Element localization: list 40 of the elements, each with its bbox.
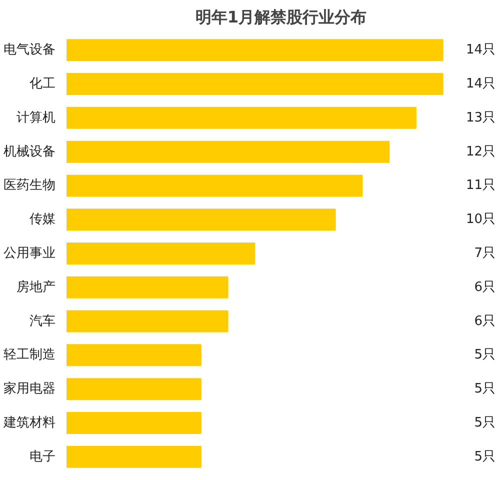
y-tick-label: 医药生物 [4,178,56,194]
data-label: 5只 [474,415,496,430]
bar [66,310,228,332]
data-label: 5只 [474,382,496,397]
bar [66,174,363,197]
bar [66,378,202,400]
y-tick-label: 家用电器 [4,380,56,397]
y-tick-label: 建筑材料 [2,415,56,430]
data-label: 7只 [474,246,496,261]
bar [66,208,336,231]
data-label: 6只 [474,280,496,295]
data-label: 11只 [466,178,496,194]
y-tick-label: 轻工制造 [4,348,56,363]
data-label: 5只 [474,449,496,464]
data-label: 5只 [474,348,496,363]
data-label: 10只 [466,212,496,228]
data-label: 14只 [466,76,496,92]
data-label: 14只 [466,42,496,58]
bar [66,242,256,265]
data-label: 13只 [466,110,496,126]
bar [66,344,202,366]
y-tick-label: 公用事业 [4,246,56,261]
bar [66,446,202,468]
bar [66,73,444,96]
y-tick-label: 电子 [30,449,56,464]
y-tick-label: 化工 [30,76,56,92]
data-label: 6只 [474,314,496,329]
bar [66,276,228,298]
bar [66,412,202,434]
y-tick-label: 传媒 [30,212,56,228]
bar [66,106,416,129]
bar [66,39,444,62]
chart-title: 明年1月解禁股行业分布 [195,8,367,26]
y-tick-label: 机械设备 [4,144,56,160]
data-label: 12只 [466,144,496,160]
bar [66,140,390,163]
y-tick-label: 计算机 [16,110,56,126]
y-tick-label: 电气设备 [4,42,56,58]
y-tick-label: 汽车 [30,314,56,329]
y-tick-label: 房地产 [16,278,56,295]
